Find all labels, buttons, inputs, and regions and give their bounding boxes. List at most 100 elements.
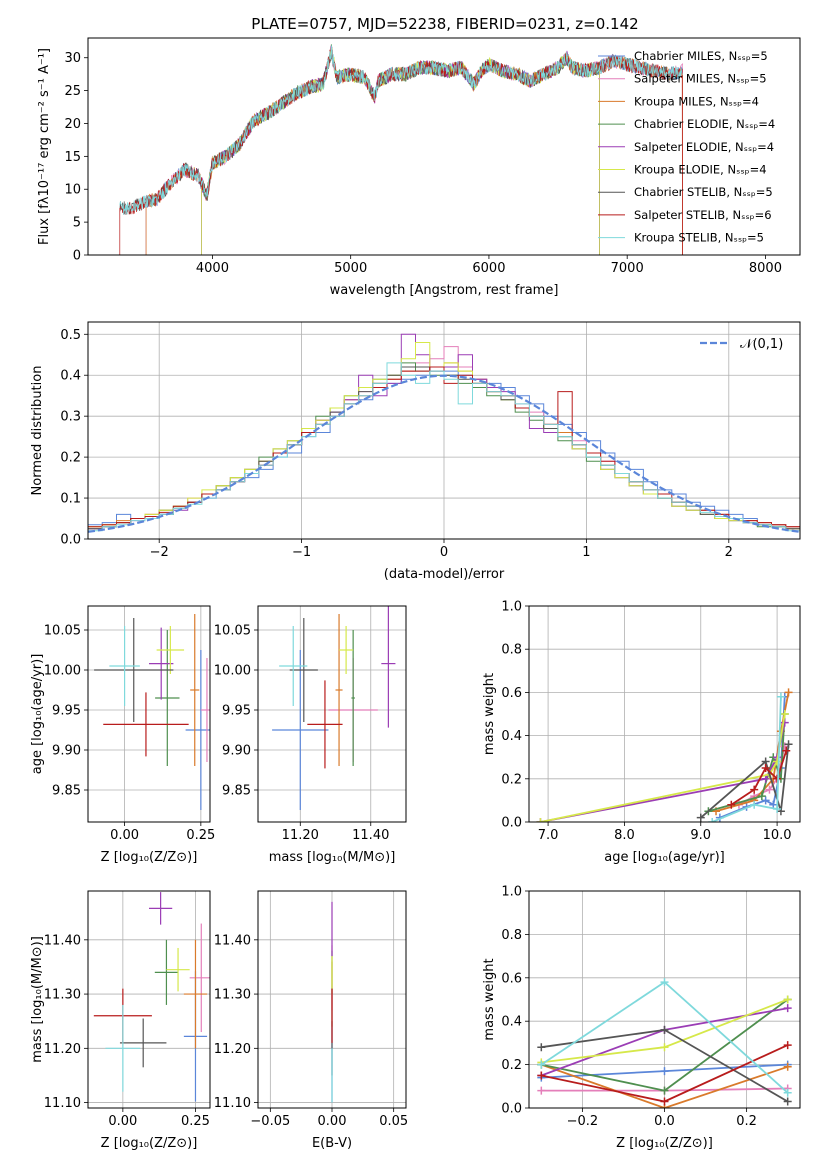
y-tick-label: 11.10 <box>214 1096 251 1111</box>
weight-series-line <box>541 1063 788 1108</box>
y-tick-label: 0.6 <box>501 971 522 986</box>
chart-spectrum: 4000 5000 6000 7000 8000 0 5 10 15 20 25 30 waveleng… <box>37 37 801 298</box>
y-tick-label: 0.0 <box>501 816 522 831</box>
x-tick-label: 5000 <box>334 261 367 276</box>
y-tick-label: 11.30 <box>214 988 251 1003</box>
chart-weight-vs-Z: −0.2 0.0 0.2 0.0 0.2 0.4 0.6 0.8 1.0 Z [log₁₀(Z/Z… <box>482 885 801 1151</box>
y-tick-label: 0.5 <box>60 328 81 343</box>
x-tick-label: 11.20 <box>282 828 319 843</box>
weight-series-line <box>700 744 790 819</box>
weight-point-marker <box>773 805 782 814</box>
legend-label: Chabrier STELIB, Nₛₛₚ=5 <box>634 185 773 199</box>
legend-label: Kroupa STELIB, Nₛₛₚ=5 <box>634 231 764 245</box>
weight-point-marker <box>660 1097 669 1106</box>
weight-point-marker <box>780 710 789 718</box>
x-tick-label: 2 <box>725 545 733 560</box>
weight-point-marker <box>757 792 766 801</box>
y-tick-label: 0.4 <box>501 1015 522 1030</box>
legend-label: 𝒩(0,1) <box>740 337 783 352</box>
y-tick-label: 0.4 <box>501 729 522 744</box>
weight-point-marker <box>784 740 793 749</box>
axes-frame <box>257 605 407 823</box>
y-tick-label: 0 <box>73 249 81 264</box>
x-tick-label: 6000 <box>472 261 505 276</box>
chart-age-vs-mass: 11.20 11.40 9.85 9.90 9.95 10.00 10.05 mass [lo… <box>214 605 407 865</box>
x-axis-label: Z [log₁₀(Z/Z⊙)] <box>101 850 198 865</box>
axes-frame <box>528 605 801 823</box>
weight-point-marker <box>750 800 759 809</box>
axes-frame <box>528 890 801 1109</box>
x-axis-label: (data-model)/error <box>384 567 505 582</box>
x-axis-label: E(B-V) <box>312 1136 352 1151</box>
x-tick-label: 0.25 <box>181 1114 210 1129</box>
y-tick-label: 0.8 <box>501 643 522 658</box>
axes-frame <box>257 890 407 1109</box>
legend-label: Chabrier ELODIE, Nₛₛₚ=4 <box>634 117 775 131</box>
weight-point-marker <box>782 746 791 755</box>
chart-weight-vs-age: 7.0 8.0 9.0 10.0 0.0 0.2 0.4 0.6 0.8 1.0 age [log₁… <box>482 600 801 865</box>
legend-label: Salpeter ELODIE, Nₛₛₚ=4 <box>634 140 774 154</box>
axes-frame <box>87 321 801 540</box>
y-axis-label: mass weight <box>482 673 497 755</box>
spectrum-series-line <box>119 49 683 255</box>
weight-point-marker <box>783 1004 792 1013</box>
weight-point-marker <box>750 785 759 794</box>
weight-point-marker <box>660 978 669 987</box>
y-axis-label: mass [log₁₀(M/M⊙)] <box>30 936 45 1063</box>
x-axis-label: age [log₁₀(age/yr)] <box>604 850 725 865</box>
y-axis-label: mass weight <box>482 958 497 1040</box>
weight-point-marker <box>783 1041 792 1050</box>
y-tick-label: 11.40 <box>44 933 81 948</box>
y-tick-label: 15 <box>64 150 81 165</box>
y-tick-label: 0.0 <box>501 1102 522 1117</box>
weight-point-marker <box>536 818 545 822</box>
legend-label: Kroupa ELODIE, Nₛₛₚ=4 <box>634 163 767 177</box>
weight-point-marker <box>660 1043 669 1052</box>
x-tick-label: 4000 <box>196 261 229 276</box>
x-tick-label: 0.00 <box>110 828 139 843</box>
y-tick-label: 0.2 <box>501 772 522 787</box>
y-tick-label: 10.00 <box>214 664 251 679</box>
weight-point-marker <box>660 1025 669 1034</box>
y-tick-label: 9.90 <box>222 744 251 759</box>
y-tick-label: 1.0 <box>501 885 522 900</box>
weight-point-marker <box>660 1086 669 1095</box>
y-tick-label: 10 <box>64 183 81 198</box>
x-tick-label: 0.2 <box>736 1114 757 1129</box>
x-tick-label: 0.00 <box>108 1114 137 1129</box>
weight-point-marker <box>783 1088 792 1097</box>
chart-residuals: −2 −1 0 1 2 0.0 0.1 0.2 0.3 0.4 0.5 (data-model)/er… <box>30 321 801 582</box>
y-tick-label: 10.00 <box>44 664 81 679</box>
y-tick-label: 11.30 <box>44 988 81 1003</box>
axes-frame <box>87 605 211 823</box>
x-tick-label: 0 <box>440 545 448 560</box>
chart-mass-vs-EBV: −0.05 0.00 0.05 11.10 11.20 11.30 11.40 E(B-V) <box>214 890 408 1151</box>
y-tick-label: 9.90 <box>52 744 81 759</box>
y-tick-label: 1.0 <box>501 600 522 615</box>
weight-point-marker <box>761 796 770 805</box>
weight-point-marker <box>537 1060 546 1069</box>
y-axis-label: Flux [fλ10⁻¹⁷ erg cm⁻² s⁻¹ A⁻¹] <box>37 48 52 245</box>
figure-title: PLATE=0757, MJD=52238, FIBERID=0231, z=0… <box>251 15 638 33</box>
weight-point-marker <box>537 1086 546 1095</box>
x-tick-label: 11.40 <box>352 828 389 843</box>
x-tick-label: 9.0 <box>690 828 711 843</box>
x-tick-label: 7000 <box>611 261 644 276</box>
y-tick-label: 0.0 <box>60 533 81 548</box>
weight-point-marker <box>773 774 782 783</box>
y-tick-label: 10.05 <box>44 624 81 639</box>
y-tick-label: 0.8 <box>501 928 522 943</box>
weight-series-line <box>540 713 786 822</box>
weight-point-marker <box>773 757 782 766</box>
weight-point-marker <box>776 692 785 701</box>
histogram-step <box>88 342 800 530</box>
x-axis-label: wavelength [Angstrom, rest frame] <box>330 283 559 298</box>
x-tick-label: 7.0 <box>538 828 559 843</box>
x-tick-label: 0.0 <box>654 1114 675 1129</box>
weight-point-marker <box>761 764 770 772</box>
chart-mass-vs-Z: 0.00 0.25 11.10 11.20 11.30 11.40 Z [log₁₀(Z/Z… <box>30 890 211 1151</box>
y-tick-label: 10.05 <box>214 624 251 639</box>
axes-frame <box>87 890 211 1109</box>
y-tick-label: 0.1 <box>60 492 81 507</box>
